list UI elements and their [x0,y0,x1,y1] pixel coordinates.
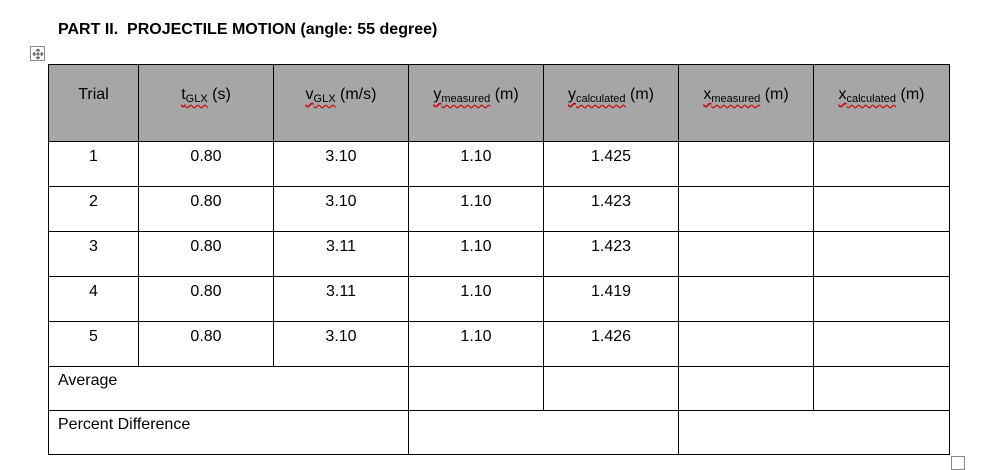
header-unit: (s) [212,86,231,103]
data-row: 3 0.80 3.11 1.10 1.423 [48,231,950,277]
header-symbol: t [181,86,186,103]
data-cell: 1.419 [543,276,679,322]
header-subscript: GLX [185,93,208,105]
header-subscript: calculated [846,93,897,105]
header-unit: (m) [494,86,519,103]
average-row: Average [48,366,950,411]
header-cell: vGLX (m/s) [273,64,409,142]
data-row: 5 0.80 3.10 1.10 1.426 [48,321,950,367]
empty-cell [543,366,679,411]
empty-cell [678,276,814,322]
data-cell: 0.80 [138,276,274,322]
data-cell: 0.80 [138,321,274,367]
header-symbol: y [433,86,442,103]
header-symbol: x [703,86,712,103]
data-cell: 3.11 [273,276,409,322]
data-cell: 3.10 [273,186,409,232]
data-cell: 3 [48,231,139,277]
empty-cell [813,276,950,322]
empty-cell [678,410,950,455]
data-cell: 5 [48,321,139,367]
data-row: 2 0.80 3.10 1.10 1.423 [48,186,950,232]
row-label: Average [48,366,409,411]
header-symbol: x [838,86,847,103]
header-unit: (m) [900,86,925,103]
empty-cell [678,231,814,277]
empty-cell [813,366,950,411]
data-cell: 4 [48,276,139,322]
header-cell: Trial [48,64,139,142]
data-cell: 1.423 [543,186,679,232]
data-cell: 1 [48,141,139,187]
data-cell: 1.426 [543,321,679,367]
header-unit: (m) [630,86,654,103]
header-subscript: calculated [576,93,626,105]
empty-cell [678,366,814,411]
header-symbol: v [305,86,314,103]
header-row: Trial tGLX (s) vGLX (m/s) ymeasured (m) ycal… [48,64,950,142]
data-row: 4 0.80 3.11 1.10 1.419 [48,276,950,322]
empty-cell [678,321,814,367]
data-table: Trial tGLX (s) vGLX (m/s) ymeasured (m) ycal… [48,64,950,455]
empty-cell [813,186,950,232]
header-cell: xmeasured (m) [678,64,814,142]
header-unit: (m) [764,86,789,103]
data-cell: 1.10 [408,186,544,232]
data-cell: 1.423 [543,231,679,277]
data-cell: 1.10 [408,141,544,187]
data-cell: 1.10 [408,321,544,367]
data-cell: 0.80 [138,141,274,187]
percent-difference-row: Percent Difference [48,410,950,455]
data-cell: 1.10 [408,276,544,322]
data-cell: 0.80 [138,231,274,277]
data-cell: 3.10 [273,321,409,367]
table-resize-handle[interactable] [951,456,965,470]
empty-cell [813,321,950,367]
empty-cell [678,141,814,187]
header-text: Trial [78,86,109,103]
row-label: Percent Difference [48,410,409,455]
header-subscript: GLX [313,93,336,105]
header-cell: ymeasured (m) [408,64,544,142]
data-cell: 3.10 [273,141,409,187]
empty-cell [408,410,679,455]
header-subscript: measured [711,93,761,105]
header-unit: (m/s) [340,86,377,103]
empty-cell [678,186,814,232]
table-move-handle[interactable] [30,46,45,61]
data-cell: 2 [48,186,139,232]
header-subscript: measured [441,93,491,105]
header-cell: xcalculated (m) [813,64,950,142]
section-title: PART II. PROJECTILE MOTION (angle: 55 de… [58,21,438,38]
header-cell: tGLX (s) [138,64,274,142]
data-row: 1 0.80 3.10 1.10 1.425 [48,141,950,187]
data-cell: 0.80 [138,186,274,232]
data-cell: 3.11 [273,231,409,277]
data-cell: 1.425 [543,141,679,187]
header-cell: ycalculated (m) [543,64,679,142]
header-symbol: y [568,86,576,103]
data-cell: 1.10 [408,231,544,277]
empty-cell [813,141,950,187]
empty-cell [408,366,544,411]
empty-cell [813,231,950,277]
